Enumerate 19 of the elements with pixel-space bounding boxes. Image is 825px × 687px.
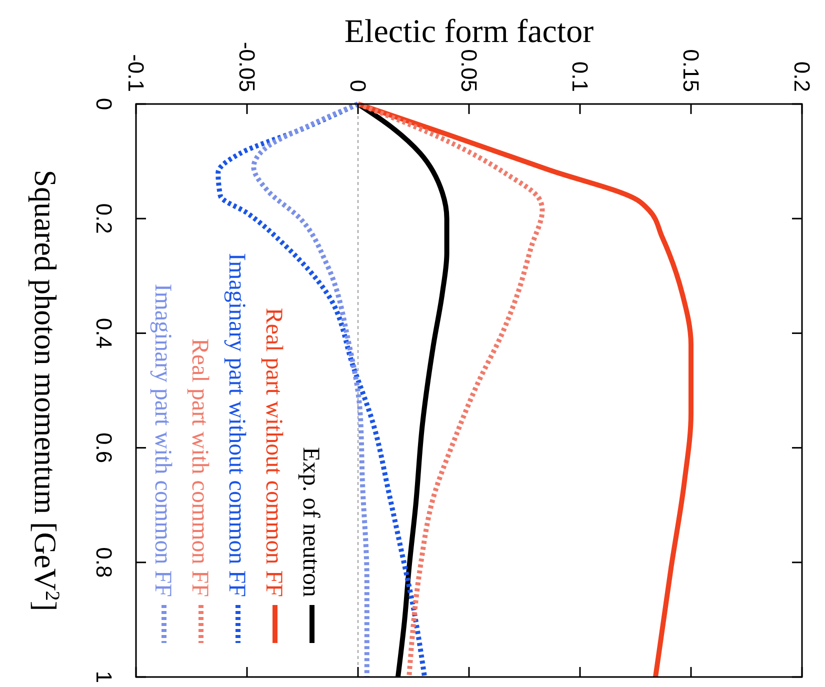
x-tick-label: 0 xyxy=(345,80,370,92)
text: Real part without common FF xyxy=(260,308,287,597)
y-tick-label: 0.8 xyxy=(91,547,116,578)
x-tick-label: 0.05 xyxy=(456,49,482,92)
text: Imaginary part without common FF xyxy=(224,253,250,597)
x-tick-label: 0.15 xyxy=(678,49,704,92)
x-tick-label: 0.1 xyxy=(567,61,592,92)
text: Exp. of neutron xyxy=(298,447,324,597)
x-tick-label: 0.2 xyxy=(789,61,814,92)
x-tick-label: -0.1 xyxy=(123,54,148,92)
y-tick-label: 0 xyxy=(91,98,116,110)
x-axis-title: Electic form factor xyxy=(344,14,594,50)
y-tick-label: 1 xyxy=(91,670,116,684)
y-tick-label: 0.2 xyxy=(91,203,116,234)
text: Imaginary part with common FF xyxy=(150,284,176,597)
text: Real part with common FF xyxy=(186,338,213,597)
x-tick-label: -0.05 xyxy=(234,42,260,92)
y-tick-label: 0.6 xyxy=(91,432,116,464)
y-tick-label: 0.4 xyxy=(91,318,116,348)
